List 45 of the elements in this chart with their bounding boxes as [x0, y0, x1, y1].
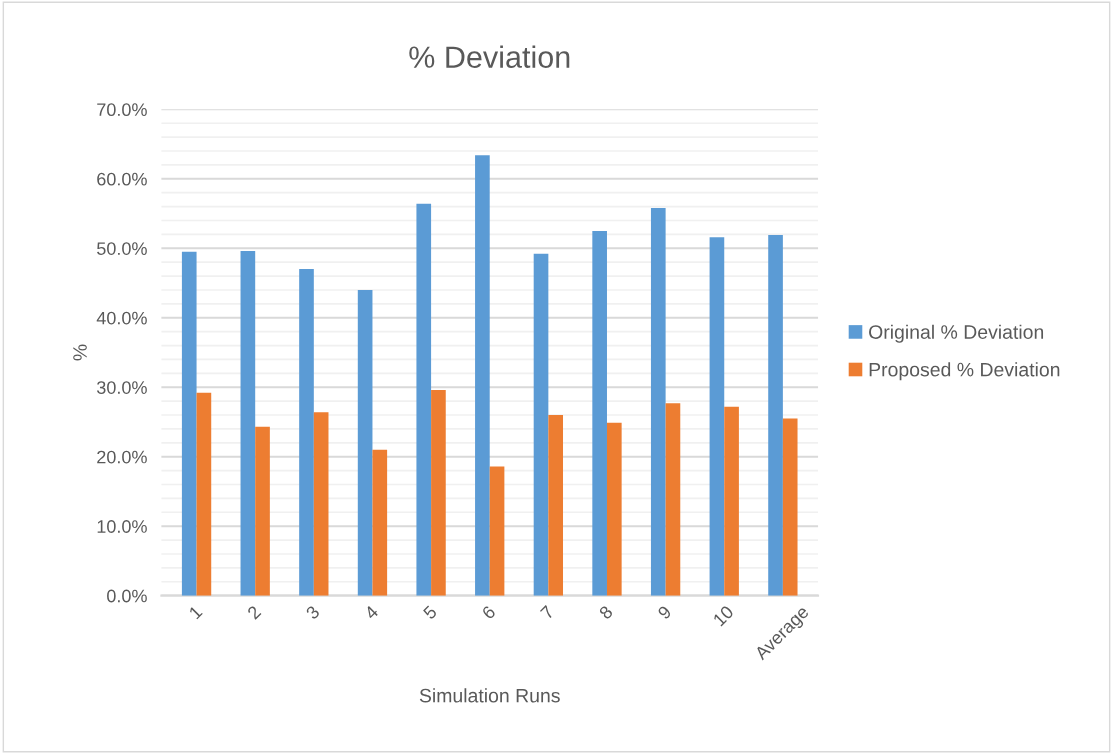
bar: [372, 449, 388, 596]
y-tick-label: 20.0%: [97, 450, 147, 464]
y-tick-label: 30.0%: [96, 381, 147, 394]
x-tick-label: 7: [539, 605, 555, 620]
bar: [548, 415, 564, 596]
bar: [709, 237, 725, 596]
bar: [431, 390, 446, 596]
y-tick-label: 10.0%: [97, 520, 147, 533]
bar: [255, 426, 270, 596]
bar: [357, 289, 373, 596]
bar: [533, 253, 549, 596]
x-tick-label: 3: [305, 604, 321, 620]
bar: [299, 269, 314, 596]
bar: [606, 422, 622, 596]
y-tick-label: 0.0%: [107, 589, 147, 603]
bar: [782, 418, 798, 596]
bar: [650, 207, 666, 596]
bar: [724, 406, 739, 596]
x-tick-label: 9: [657, 604, 672, 620]
legend-label: Original % Deviation: [869, 324, 1044, 343]
bar: [592, 230, 607, 596]
y-tick-label: 60.0%: [97, 172, 147, 186]
x-tick-label: 8: [598, 604, 614, 620]
bar: [768, 235, 783, 596]
x-tick-label: 5: [422, 605, 438, 620]
x-tick-label: 2: [246, 604, 262, 620]
bar: [475, 155, 490, 596]
bar: [313, 412, 329, 596]
x-tick-label: 10: [712, 604, 735, 627]
x-axis-title: Simulation Runs: [419, 688, 560, 703]
bar: [240, 251, 256, 596]
x-tick-label: 6: [481, 604, 497, 620]
x-tick-label: 1: [188, 605, 203, 620]
y-axis-title: %: [73, 344, 87, 361]
bar: [416, 203, 432, 596]
chart-title: % Deviation: [409, 45, 570, 68]
legend-label: Proposed % Deviation: [869, 362, 1060, 381]
bar: [665, 403, 681, 596]
y-tick-label: 40.0%: [96, 311, 147, 325]
y-tick-label: 70.0%: [97, 103, 147, 117]
x-tick-label: 4: [363, 604, 379, 621]
bar: [196, 392, 212, 596]
y-tick-label: 50.0%: [97, 242, 147, 255]
bar: [489, 466, 505, 596]
bar: [181, 251, 197, 596]
